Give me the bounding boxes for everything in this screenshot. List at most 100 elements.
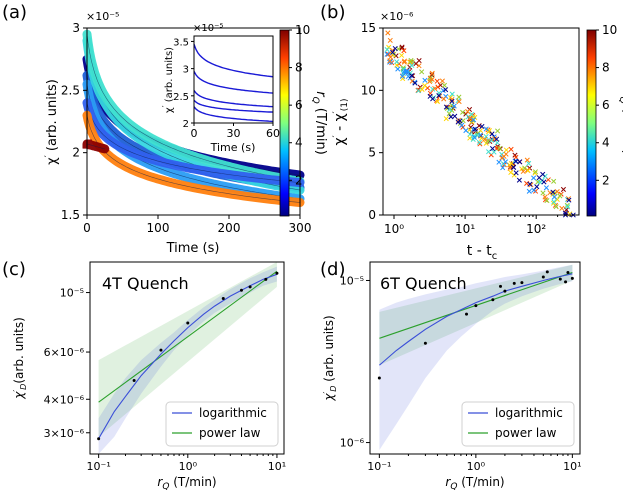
x-tick-label: 10²	[526, 222, 546, 236]
data-point	[558, 277, 562, 281]
panel-a-frame	[86, 27, 301, 216]
data-point-x	[467, 135, 473, 141]
data-point-x	[532, 170, 538, 176]
data-point-x	[399, 73, 406, 79]
panel-c-xlabel: rQ (T/min)	[157, 475, 216, 492]
y-tick-label: 2.5	[61, 83, 80, 97]
data-point-x	[553, 204, 559, 210]
data-point	[498, 284, 502, 288]
data-point-x	[479, 123, 485, 130]
panel-c-data	[97, 262, 279, 454]
data-point-x	[550, 200, 557, 206]
data-point-x	[385, 51, 391, 57]
panel-a-ylabel: χ′ (arb. units)	[44, 79, 60, 165]
data-point-x	[483, 133, 489, 140]
inset-y-tick-label: 2	[183, 119, 189, 130]
data-point	[520, 281, 524, 285]
panel-d-title: 6T Quench	[380, 274, 467, 293]
data-point	[132, 378, 136, 382]
data-point-x	[456, 94, 462, 100]
colorbar-label-group: rQ (T/min)	[310, 91, 328, 155]
data-point-x	[399, 44, 405, 50]
data-point-x	[415, 88, 422, 94]
inset-series-2	[193, 89, 274, 108]
data-point-x	[486, 149, 492, 155]
data-point	[465, 312, 469, 316]
data-point	[474, 304, 478, 308]
legend-box	[165, 401, 279, 447]
inset-series-1	[193, 70, 274, 94]
data-point-x	[536, 175, 542, 181]
data-point-x	[443, 87, 449, 93]
data-point-x	[471, 117, 477, 123]
inset-y-tick-label: 3	[183, 65, 189, 76]
data-point-x	[443, 104, 449, 110]
panel-b-data	[384, 30, 576, 218]
data-point-x	[465, 109, 471, 115]
y-tick-label: 0	[368, 208, 376, 222]
data-point-x	[532, 169, 539, 175]
data-point-x	[441, 96, 447, 102]
data-point-x	[399, 52, 405, 58]
data-point-x	[544, 197, 550, 204]
data-point-x	[403, 68, 410, 75]
colorbar-tick-label: 4	[295, 136, 303, 150]
panel-d-data	[377, 264, 574, 450]
panel-b-ylabel: χ′ - χ′(1)	[332, 99, 350, 146]
data-point	[570, 276, 574, 280]
colorbar-tick-label: 2	[602, 173, 610, 187]
data-point-x	[502, 159, 509, 165]
data-point-x	[430, 96, 436, 102]
data-point-x	[422, 83, 428, 89]
data-point-x	[401, 48, 407, 54]
data-point-x	[387, 58, 393, 64]
inset-x-tick-label: 0	[191, 127, 198, 140]
data-point	[491, 298, 495, 302]
colorbar-tick-label: 6	[602, 98, 610, 112]
data-point-x	[429, 70, 435, 76]
data-point-x	[511, 164, 517, 170]
x-tick-label: 200	[218, 221, 241, 235]
data-point-x	[447, 106, 453, 112]
panel-c-title: 4T Quench	[102, 274, 189, 293]
data-point-x	[429, 72, 435, 78]
data-point-x	[508, 169, 514, 176]
inset-multiplier: ×10⁻⁵	[193, 23, 223, 34]
data-point-x	[559, 205, 565, 211]
clipped-group	[97, 262, 279, 454]
y-tick-label: 3×10⁻⁶	[44, 427, 85, 440]
colorbar-label-q: Q	[617, 97, 623, 104]
data-point-x	[422, 77, 428, 83]
data-point-x	[513, 158, 519, 164]
data-point	[221, 297, 225, 301]
x-tick-label: 10⁻¹	[367, 460, 391, 473]
data-point-x	[455, 117, 462, 123]
data-point-x	[407, 70, 413, 76]
data-point-x	[455, 119, 461, 125]
y-tick-label: 3	[72, 21, 80, 35]
data-point-x	[451, 103, 457, 109]
fit-line-power-law	[98, 270, 278, 403]
panel-d-frame	[369, 261, 581, 455]
y-tick-label: 10	[361, 83, 376, 97]
panel-a-colorbar: 2 4 6 8 10 rQ (T/min)	[279, 23, 328, 217]
data-point-x	[512, 158, 518, 164]
data-point-x	[565, 204, 571, 210]
data-point	[159, 348, 163, 352]
legend-label-logarithmic: logarithmic	[199, 406, 267, 420]
y-tick-label: 10⁻⁵	[60, 287, 84, 300]
data-point-x	[537, 179, 543, 185]
data-point-x	[542, 194, 548, 200]
colorbar-tick-label: 10	[295, 23, 310, 37]
colorbar-gradient-bar	[586, 29, 597, 217]
confidence-band-power-law	[98, 262, 277, 437]
data-point	[545, 270, 549, 274]
inset-x-tick-label: 30	[227, 127, 241, 140]
data-point-x	[436, 92, 442, 99]
data-point-x	[452, 113, 458, 119]
colorbar-label-units: (T/min)	[313, 104, 328, 155]
data-point	[264, 277, 268, 281]
data-point-x	[387, 59, 393, 65]
colorbar-gradient-bar	[279, 29, 290, 217]
